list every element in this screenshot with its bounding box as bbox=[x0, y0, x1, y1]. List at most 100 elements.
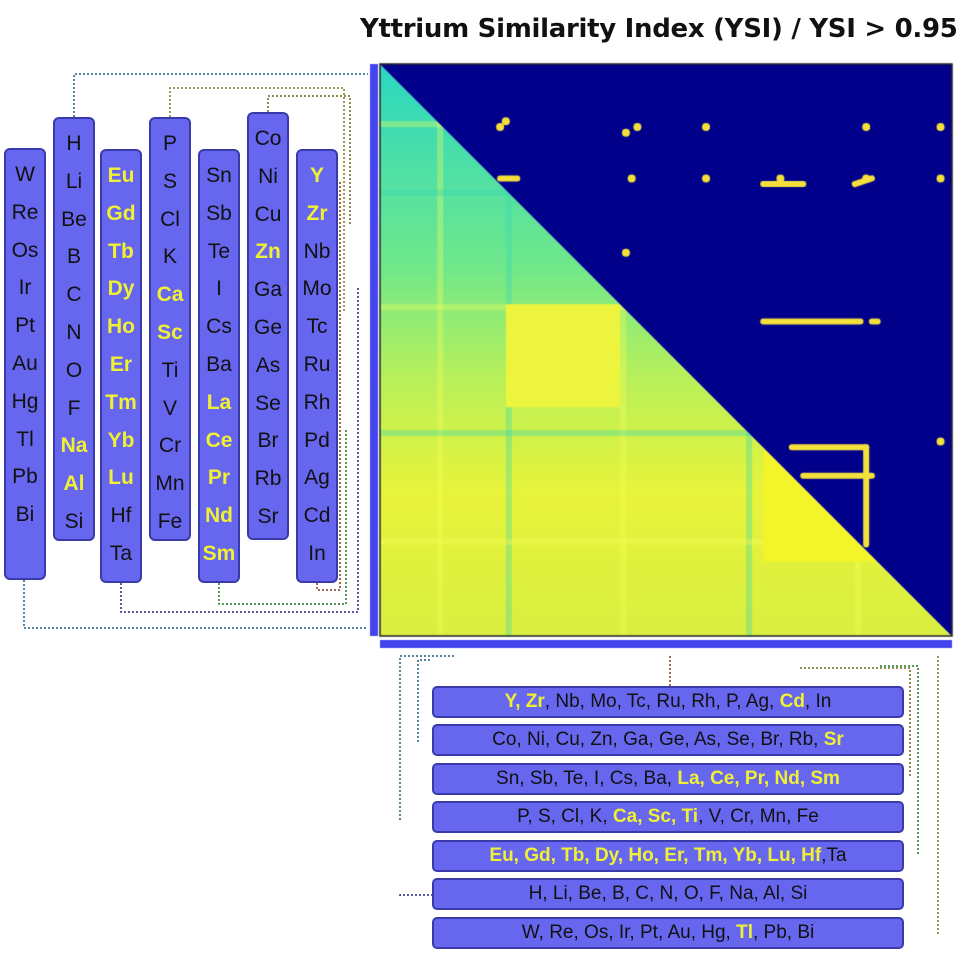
element-row-2: Co, Ni, Cu, Zn, Ga, Ge, As, Se, Br, Rb, … bbox=[432, 724, 904, 756]
row-text-segment: Ca, Sc, Ti bbox=[612, 806, 699, 827]
connector-line bbox=[169, 87, 345, 312]
element-symbol: Nb bbox=[303, 239, 331, 263]
element-symbol: K bbox=[162, 245, 177, 269]
element-row-4: P, S, Cl, K, Ca, Sc, Ti, V, Cr, Mn, Fe bbox=[432, 801, 904, 833]
element-symbol: Zr bbox=[306, 201, 328, 225]
element-symbol: Bi bbox=[15, 503, 35, 527]
connector-line bbox=[73, 73, 368, 117]
element-symbol: Au bbox=[12, 351, 38, 375]
element-symbol: Ge bbox=[253, 315, 282, 339]
element-symbol: Nd bbox=[205, 504, 233, 528]
element-symbol: O bbox=[65, 358, 83, 382]
row-text-segment: H, Li, Be, B, C, N, O, F, Na, Al, Si bbox=[528, 883, 808, 904]
connector-line bbox=[399, 655, 455, 820]
row-text-segment: , Pb, Bi bbox=[752, 922, 815, 943]
element-symbol: Li bbox=[65, 169, 83, 193]
element-symbol: As bbox=[255, 353, 281, 377]
row-text-segment: Tl bbox=[736, 922, 753, 943]
element-symbol: Tc bbox=[306, 315, 328, 339]
element-symbol: Ti bbox=[161, 358, 179, 382]
connector-line bbox=[417, 659, 432, 742]
element-row-6: H, Li, Be, B, C, N, O, F, Na, Al, Si bbox=[432, 878, 904, 910]
element-row-5: Eu, Gd, Tb, Dy, Ho, Er, Tm, Yb, Lu, Hf,T… bbox=[432, 840, 904, 872]
element-row-3: Sn, Sb, Te, I, Cs, Ba, La, Ce, Pr, Nd, S… bbox=[432, 763, 904, 795]
element-column-3: Eu Gd Tb Dy Ho Er Tm Yb Lu Hf Ta bbox=[100, 149, 142, 583]
connector-line bbox=[399, 894, 432, 896]
row-text-segment: Co, Ni, Cu, Zn, Ga, Ge, As, Se, Br, Rb, bbox=[492, 729, 824, 750]
element-symbol: H bbox=[66, 132, 82, 155]
element-symbol: Y bbox=[309, 164, 324, 187]
element-symbol: Cl bbox=[160, 207, 180, 231]
element-symbol: Te bbox=[207, 239, 231, 263]
element-symbol: Ag bbox=[304, 466, 330, 490]
element-symbol: Na bbox=[60, 434, 88, 458]
element-symbol: Cs bbox=[206, 315, 232, 339]
element-symbol: Pd bbox=[304, 428, 330, 452]
row-text-segment: Cd bbox=[779, 691, 805, 712]
element-symbol: Os bbox=[11, 238, 39, 262]
element-symbol: Gd bbox=[106, 201, 136, 225]
row-text-segment: La, Ce, Pr, Nd, Sm bbox=[677, 768, 840, 789]
element-symbol: S bbox=[162, 169, 177, 193]
element-column-7: Y Zr Nb Mo Tc Ru Rh Pd Ag Cd In bbox=[296, 149, 338, 583]
element-symbol: Cu bbox=[254, 202, 282, 226]
element-symbol: Si bbox=[64, 509, 84, 533]
connector-line bbox=[218, 430, 347, 605]
element-symbol: Sc bbox=[157, 320, 183, 344]
element-symbol: W bbox=[15, 163, 35, 186]
element-symbol: Ho bbox=[107, 315, 135, 339]
element-symbol: Rh bbox=[303, 390, 331, 414]
connector-line bbox=[800, 667, 911, 776]
element-symbol: Re bbox=[11, 200, 39, 224]
element-symbol: Sb bbox=[206, 201, 232, 225]
row-text-segment: Sn, Sb, Te, I, Cs, Ba, bbox=[496, 768, 678, 789]
element-symbol: N bbox=[66, 320, 82, 344]
element-row-1: Y, Zr, Nb, Mo, Tc, Ru, Rh, P, Ag, Cd, In bbox=[432, 686, 904, 718]
element-symbol: F bbox=[67, 396, 81, 420]
element-symbol: Tb bbox=[108, 239, 134, 263]
element-symbol: Tl bbox=[16, 427, 34, 451]
element-symbol: Pb bbox=[12, 465, 38, 489]
row-text-segment: Y, Zr bbox=[504, 691, 545, 712]
element-symbol: Cd bbox=[303, 504, 331, 528]
element-symbol: Er bbox=[109, 352, 133, 376]
element-symbol: Ga bbox=[253, 278, 282, 302]
element-symbol: Dy bbox=[107, 277, 135, 301]
element-symbol: C bbox=[66, 283, 82, 307]
connector-line bbox=[120, 286, 359, 613]
element-symbol: P bbox=[162, 132, 177, 155]
element-symbol: I bbox=[216, 277, 222, 301]
connector-line bbox=[880, 665, 919, 854]
element-symbol: Co bbox=[254, 127, 282, 150]
row-text-segment: , V, Cr, Mn, Fe bbox=[698, 806, 819, 827]
element-column-6: Co Ni Cu Zn Ga Ge As Se Br Rb Sr bbox=[247, 112, 289, 540]
element-column-1: W Re Os Ir Pt Au Hg Tl Pb Bi bbox=[4, 148, 46, 580]
element-symbol: Sm bbox=[202, 541, 236, 565]
element-symbol: Zn bbox=[255, 240, 281, 264]
element-symbol: Br bbox=[257, 429, 279, 453]
element-symbol: Hg bbox=[11, 389, 39, 413]
element-symbol: Ni bbox=[258, 164, 278, 188]
element-symbol: Ba bbox=[206, 352, 232, 376]
element-symbol: In bbox=[308, 541, 326, 565]
connector-line bbox=[267, 95, 351, 224]
chart-title: Yttrium Similarity Index (YSI) / YSI > 0… bbox=[360, 14, 958, 44]
element-symbol: Yb bbox=[107, 428, 135, 452]
element-symbol: V bbox=[162, 396, 177, 420]
element-symbol: Ca bbox=[156, 283, 184, 307]
element-symbol: La bbox=[206, 390, 232, 414]
row-text-segment: , In bbox=[804, 691, 832, 712]
element-symbol: Ce bbox=[205, 428, 233, 452]
element-symbol: Pr bbox=[207, 466, 231, 490]
element-symbol: Tm bbox=[105, 390, 137, 414]
element-symbol: Se bbox=[255, 391, 281, 415]
element-symbol: Mn bbox=[155, 472, 185, 496]
element-symbol: Ru bbox=[303, 352, 331, 376]
element-symbol: Ta bbox=[109, 541, 133, 565]
row-text-segment: , Nb, Mo, Tc, Ru, Rh, P, Ag, bbox=[544, 691, 780, 712]
element-symbol: Fe bbox=[157, 509, 183, 533]
element-symbol: Sn bbox=[206, 164, 232, 187]
connector-line bbox=[23, 580, 368, 629]
element-symbol: Pt bbox=[15, 314, 35, 338]
element-column-2: H Li Be B C N O F Na Al Si bbox=[53, 117, 95, 541]
